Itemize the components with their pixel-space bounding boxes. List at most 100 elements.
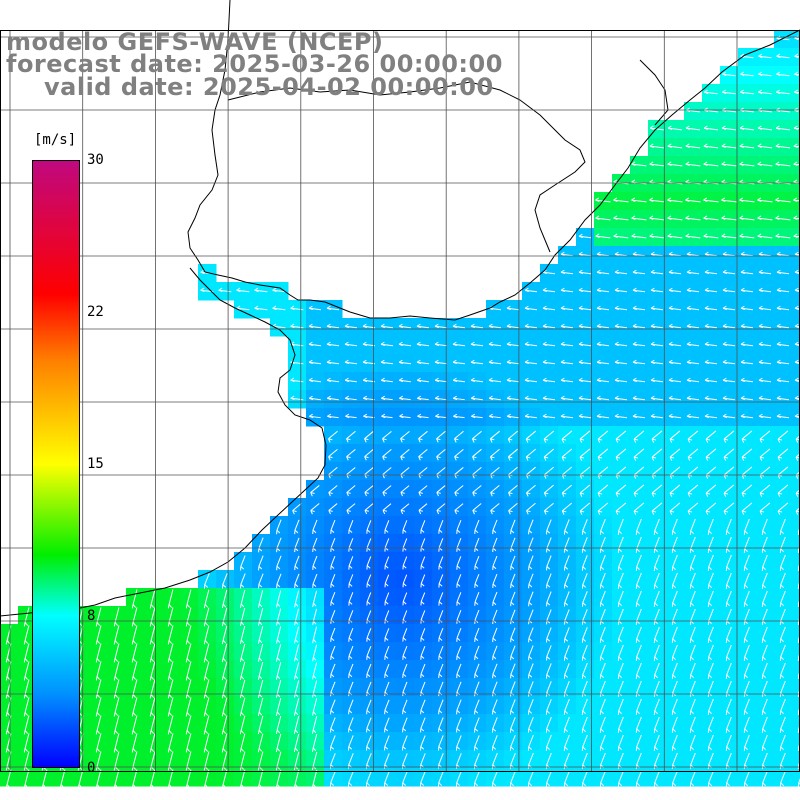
wind-arrow bbox=[632, 251, 646, 257]
wind-arrow bbox=[632, 359, 646, 365]
wind-arrow bbox=[290, 377, 304, 383]
wind-arrow bbox=[488, 341, 502, 347]
wind-arrow bbox=[650, 377, 664, 383]
wind-arrow bbox=[615, 484, 627, 497]
wind-arrow bbox=[650, 323, 664, 329]
wind-arrow bbox=[470, 359, 484, 365]
wind-arrow bbox=[686, 395, 700, 401]
wind-arrow bbox=[686, 359, 700, 365]
wind-arrow bbox=[506, 323, 520, 329]
wind-arrow bbox=[740, 287, 754, 293]
wind-arrow bbox=[185, 607, 192, 627]
wind-arrow bbox=[507, 448, 518, 461]
wind-arrow bbox=[203, 573, 210, 589]
wind-arrow bbox=[294, 608, 300, 626]
wind-arrow bbox=[650, 341, 664, 347]
wind-arrow bbox=[384, 520, 390, 534]
wind-arrow bbox=[614, 287, 628, 293]
wind-arrow bbox=[438, 556, 444, 570]
wind-cell bbox=[792, 462, 800, 481]
wind-arrow bbox=[632, 305, 646, 311]
wind-arrow bbox=[507, 430, 519, 443]
wind-arrow bbox=[669, 448, 681, 461]
wind-arrow bbox=[704, 377, 718, 383]
wind-arrow bbox=[563, 519, 570, 535]
wind-arrow bbox=[384, 592, 390, 606]
wind-arrow bbox=[272, 305, 286, 311]
wind-arrow bbox=[599, 591, 606, 607]
wind-arrow bbox=[794, 305, 800, 311]
wind-arrow bbox=[758, 305, 772, 311]
wind-arrow bbox=[739, 197, 755, 203]
wind-arrow bbox=[578, 251, 592, 257]
wind-arrow bbox=[434, 377, 447, 383]
wind-arrow bbox=[613, 233, 629, 239]
wind-arrow bbox=[240, 573, 246, 589]
wind-arrow bbox=[725, 518, 732, 535]
wind-arrow bbox=[418, 503, 428, 515]
wind-arrow bbox=[723, 448, 735, 461]
wind-arrow bbox=[492, 555, 498, 571]
wind-arrow bbox=[506, 413, 519, 419]
wind-arrow bbox=[438, 520, 444, 534]
wind-arrow bbox=[794, 53, 800, 58]
wind-arrow bbox=[542, 323, 556, 329]
wind-arrow bbox=[524, 305, 538, 311]
wind-arrow bbox=[739, 215, 755, 221]
wind-arrow bbox=[739, 233, 755, 239]
wind-arrow bbox=[707, 590, 714, 607]
wind-arrow bbox=[777, 502, 789, 515]
wind-arrow bbox=[776, 359, 790, 365]
wind-arrow bbox=[416, 341, 430, 347]
wind-arrow bbox=[560, 323, 574, 329]
wind-arrow bbox=[382, 449, 392, 461]
wind-arrow bbox=[203, 607, 210, 627]
wind-arrow bbox=[614, 413, 628, 419]
wind-arrow bbox=[704, 305, 718, 311]
wind-arrow bbox=[528, 537, 534, 553]
wind-arrow bbox=[794, 377, 800, 383]
wind-arrow bbox=[402, 592, 408, 606]
wind-arrow bbox=[651, 502, 663, 515]
wind-cell bbox=[792, 552, 800, 571]
legend-tick-0: 0 bbox=[87, 760, 96, 776]
wind-arrow bbox=[546, 519, 552, 535]
wind-arrow bbox=[635, 554, 642, 571]
wind-arrow bbox=[635, 572, 642, 589]
wind-arrow bbox=[704, 251, 718, 257]
wind-arrow bbox=[722, 377, 736, 383]
wind-arrow bbox=[436, 485, 446, 497]
wind-arrow bbox=[707, 536, 714, 553]
wind-arrow bbox=[579, 484, 591, 497]
wind-arrow bbox=[470, 323, 484, 329]
wind-arrow bbox=[167, 589, 174, 609]
wind-arrow bbox=[631, 197, 647, 203]
wind-arrow bbox=[578, 269, 592, 275]
wind-arrow bbox=[221, 607, 228, 627]
wind-arrow bbox=[399, 413, 411, 419]
wind-arrow bbox=[542, 287, 556, 293]
wind-arrow bbox=[310, 503, 320, 515]
wind-cell bbox=[792, 516, 800, 535]
wind-cell bbox=[792, 696, 800, 715]
wind-arrow bbox=[794, 89, 800, 94]
wind-arrow bbox=[417, 413, 429, 419]
wind-arrow bbox=[452, 395, 465, 401]
wind-arrow bbox=[490, 485, 500, 497]
wind-arrow bbox=[510, 537, 516, 553]
wind-arrow bbox=[276, 573, 282, 589]
wind-arrow bbox=[400, 503, 410, 515]
wind-arrow bbox=[276, 537, 282, 553]
wind-arrow bbox=[667, 143, 683, 149]
wind-arrow bbox=[328, 448, 338, 461]
wind-arrow bbox=[668, 395, 682, 401]
wind-arrow bbox=[632, 269, 646, 275]
wind-arrow bbox=[488, 377, 502, 383]
wind-arrow bbox=[95, 625, 102, 645]
wind-arrow bbox=[579, 502, 591, 515]
wind-arrow bbox=[328, 430, 338, 443]
wind-arrow bbox=[364, 449, 374, 461]
wind-arrow bbox=[671, 572, 678, 589]
wind-arrow bbox=[597, 484, 609, 497]
wind-arrow bbox=[689, 590, 696, 607]
